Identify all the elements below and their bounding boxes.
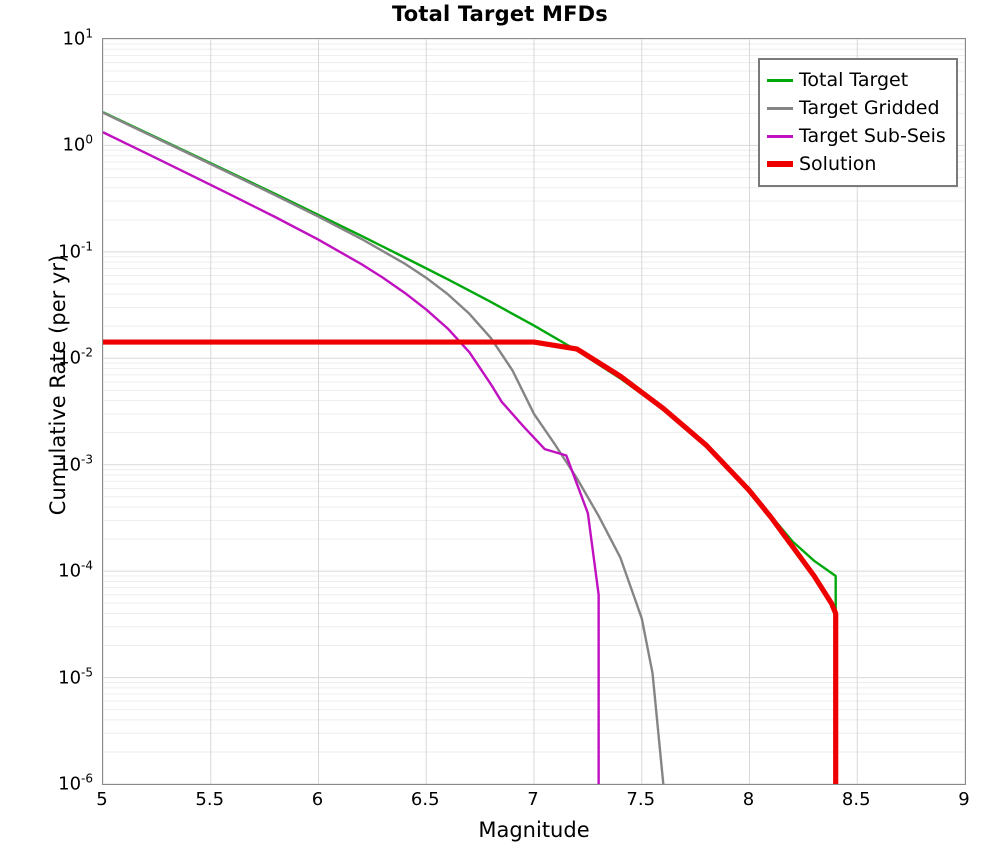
x-tick-label: 6.5 [410, 789, 440, 810]
chart-title: Total Target MFDs [391, 2, 609, 26]
y-tick-label: 100 [62, 132, 93, 156]
legend-item: Target Gridded [767, 94, 946, 122]
legend-item: Target Sub-Seis [767, 122, 946, 150]
x-tick-label: 8.5 [841, 789, 871, 810]
y-tick-label: 10-2 [58, 345, 93, 369]
legend-item: Total Target [767, 66, 946, 94]
series-line [103, 111, 837, 784]
legend-label: Target Sub-Seis [799, 125, 946, 147]
x-tick-label: 7 [527, 789, 539, 810]
series-line [103, 131, 600, 784]
x-tick-label: 7.5 [626, 789, 656, 810]
y-axis-label: Cumulative Rate (per yr) [46, 254, 70, 516]
series-line [103, 111, 665, 784]
legend-color-swatch [767, 106, 793, 110]
legend-color-swatch [767, 161, 793, 167]
x-tick-label: 5.5 [195, 789, 225, 810]
y-tick-label: 10-6 [58, 771, 93, 795]
legend-label: Solution [799, 153, 877, 175]
legend-item: Solution [767, 150, 946, 178]
legend-color-swatch [767, 134, 793, 138]
x-tick-label: 9 [958, 789, 970, 810]
legend-label: Total Target [799, 69, 909, 91]
y-tick-label: 10-5 [58, 665, 93, 689]
legend-label: Target Gridded [799, 97, 940, 119]
gridlines [103, 39, 965, 784]
x-axis-label: Magnitude [478, 818, 590, 842]
legend: Total Target Target Gridded Target Sub-Sei… [758, 58, 958, 187]
series-line [103, 339, 839, 784]
y-tick-label: 10-4 [58, 558, 93, 582]
data-series-layer [103, 111, 839, 784]
y-tick-label: 10-1 [58, 239, 93, 263]
y-tick-label: 101 [62, 26, 93, 50]
legend-color-swatch [767, 78, 793, 82]
y-tick-label: 10-3 [58, 452, 93, 476]
x-tick-label: 8 [742, 789, 755, 810]
x-tick-label: 6 [311, 789, 324, 810]
x-tick-label: 5 [96, 789, 108, 810]
